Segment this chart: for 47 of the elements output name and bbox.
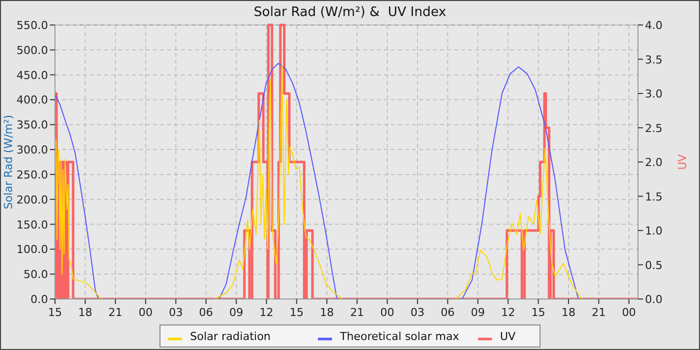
x-tick-label: 09 (229, 306, 244, 319)
y-tick-label: 200.0 (16, 193, 48, 206)
x-tick-label: 18 (562, 306, 576, 319)
legend-label: Theoretical solar max (339, 330, 460, 343)
y2-tick-label: 4.0 (645, 19, 662, 32)
legend-label: UV (500, 330, 516, 343)
x-tick-label: 06 (440, 306, 455, 319)
x-tick-label: 03 (168, 306, 183, 319)
y-tick-label: 300.0 (16, 144, 48, 157)
y-tick-label: 400.0 (16, 94, 48, 107)
y2-tick-label: 0.0 (645, 293, 662, 306)
y2-axis-title: UV (676, 154, 689, 170)
y2-tick-label: 1.5 (645, 190, 662, 204)
chart-title: Solar Rad (W/m²) & UV Index (254, 5, 447, 20)
y-tick-label: 0.0 (30, 293, 48, 306)
y2-tick-label: 2.5 (645, 122, 662, 135)
x-tick-label: 18 (320, 306, 334, 319)
y-tick-label: 100.0 (16, 243, 48, 256)
x-tick-label: 12 (259, 306, 274, 319)
y2-tick-label: 3.5 (645, 53, 662, 66)
y-tick-label: 150.0 (16, 218, 48, 232)
x-tick-label: 03 (410, 306, 424, 319)
y2-tick-label: 3.0 (645, 88, 662, 100)
x-tick-label: 21 (350, 306, 364, 319)
x-tick-label: 00 (138, 306, 153, 319)
x-tick-label: 00 (622, 306, 636, 319)
y-tick-label: 250.0 (16, 168, 48, 182)
x-tick-label: 06 (199, 306, 214, 319)
y2-tick-label: 1.0 (645, 224, 662, 238)
y2-tick-label: 2.0 (645, 156, 662, 169)
y2-tick-label: 0.5 (645, 258, 662, 272)
y-tick-label: 500.0 (16, 44, 48, 57)
x-tick-label: 15 (290, 306, 304, 319)
y-tick-label: 550.0 (16, 19, 48, 32)
y-tick-label: 50.0 (24, 268, 48, 282)
x-tick-label: 00 (380, 306, 394, 319)
legend-label: Solar radiation (190, 330, 271, 343)
x-tick-label: 15 (48, 306, 62, 319)
y-tick-label: 350.0 (16, 118, 48, 132)
x-tick-label: 15 (531, 306, 546, 319)
y-axis-title: Solar Rad (W/m²) (2, 114, 15, 210)
y-tick-label: 450.0 (16, 68, 48, 82)
x-tick-label: 21 (592, 306, 606, 319)
x-tick-label: 21 (108, 306, 122, 319)
x-tick-label: 09 (470, 306, 485, 319)
x-tick-label: 18 (78, 306, 92, 319)
x-tick-label: 12 (501, 306, 516, 319)
